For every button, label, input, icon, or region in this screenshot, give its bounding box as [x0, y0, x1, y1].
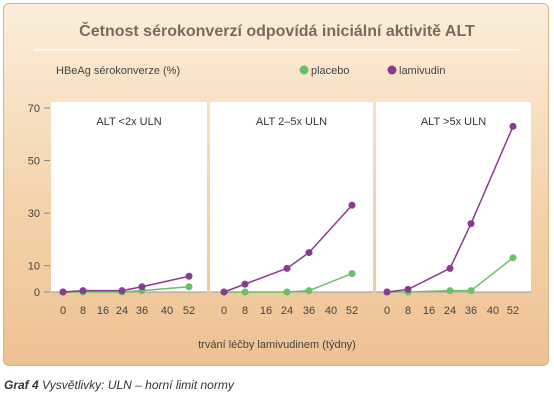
panel-background — [210, 102, 373, 292]
data-point-lamivudin — [348, 201, 356, 209]
x-tick-label: 0 — [60, 305, 66, 317]
x-tick-label: 24 — [281, 305, 293, 317]
panel-background — [376, 102, 531, 292]
data-point-placebo — [241, 288, 249, 296]
data-point-placebo — [185, 283, 193, 291]
x-tick-label: 16 — [423, 305, 435, 317]
x-tick-label: 0 — [221, 305, 227, 317]
data-point-lamivudin — [383, 288, 391, 296]
y-axis-label: HBeAg sérokonverze (%) — [56, 65, 180, 77]
panel-label: ALT 2–5x ULN — [256, 116, 327, 128]
chart-frame: Četnost sérokonverzí odpovídá iniciální … — [3, 3, 549, 366]
data-point-placebo — [509, 254, 517, 262]
legend-label-lamivudin: lamivudin — [399, 65, 445, 77]
legend-marker-lamivudin — [387, 65, 397, 75]
legend-label-placebo: placebo — [311, 65, 350, 77]
data-point-lamivudin — [404, 285, 412, 293]
data-point-lamivudin — [185, 272, 193, 280]
data-point-lamivudin — [118, 287, 126, 295]
x-tick-label: 36 — [303, 305, 315, 317]
x-axis-label: trvání léčby lamivudinem (týdny) — [198, 339, 356, 351]
legend-marker-placebo — [299, 65, 309, 75]
x-tick-label: 40 — [161, 305, 173, 317]
x-tick-label: 52 — [507, 305, 519, 317]
data-point-placebo — [348, 270, 356, 278]
x-tick-label: 16 — [97, 305, 109, 317]
x-tick-label: 8 — [80, 305, 86, 317]
x-tick-label: 8 — [405, 305, 411, 317]
figure-caption: Graf 4 Vysvětlivky: ULN – horní limit no… — [4, 378, 234, 392]
data-point-lamivudin — [305, 249, 313, 257]
x-tick-label: 0 — [384, 305, 390, 317]
caption-label: Graf 4 — [4, 378, 39, 392]
data-point-placebo — [467, 287, 475, 295]
x-tick-label: 52 — [346, 305, 358, 317]
panel-background — [51, 102, 207, 292]
chart-title: Četnost sérokonverzí odpovídá iniciální … — [79, 21, 475, 40]
y-tick-label: 70 — [28, 103, 40, 115]
panel-label: ALT >5x ULN — [421, 116, 486, 128]
data-point-lamivudin — [220, 288, 228, 296]
data-point-lamivudin — [283, 264, 291, 272]
data-point-lamivudin — [59, 288, 67, 296]
x-tick-label: 16 — [260, 305, 272, 317]
data-point-placebo — [305, 287, 313, 295]
x-tick-label: 24 — [116, 305, 128, 317]
x-tick-label: 52 — [183, 305, 195, 317]
y-tick-label: 30 — [28, 208, 40, 220]
data-point-placebo — [446, 287, 454, 295]
x-tick-label: 8 — [242, 305, 248, 317]
data-point-placebo — [283, 288, 291, 296]
data-point-lamivudin — [509, 122, 517, 130]
data-point-lamivudin — [79, 287, 87, 295]
panel-label: ALT <2x ULN — [96, 116, 161, 128]
x-tick-label: 40 — [325, 305, 337, 317]
data-point-lamivudin — [446, 264, 454, 272]
y-tick-label: 10 — [28, 261, 40, 273]
data-point-lamivudin — [241, 280, 249, 288]
x-tick-label: 24 — [444, 305, 456, 317]
x-tick-label: 40 — [487, 305, 499, 317]
data-point-lamivudin — [138, 283, 146, 291]
caption-text: Vysvětlivky: ULN – horní limit normy — [38, 378, 234, 392]
x-tick-label: 36 — [136, 305, 148, 317]
chart-svg: Četnost sérokonverzí odpovídá iniciální … — [28, 21, 531, 351]
x-tick-label: 36 — [465, 305, 477, 317]
data-point-lamivudin — [467, 220, 475, 228]
y-tick-label: 50 — [28, 156, 40, 168]
y-tick-label: 0 — [34, 287, 40, 299]
